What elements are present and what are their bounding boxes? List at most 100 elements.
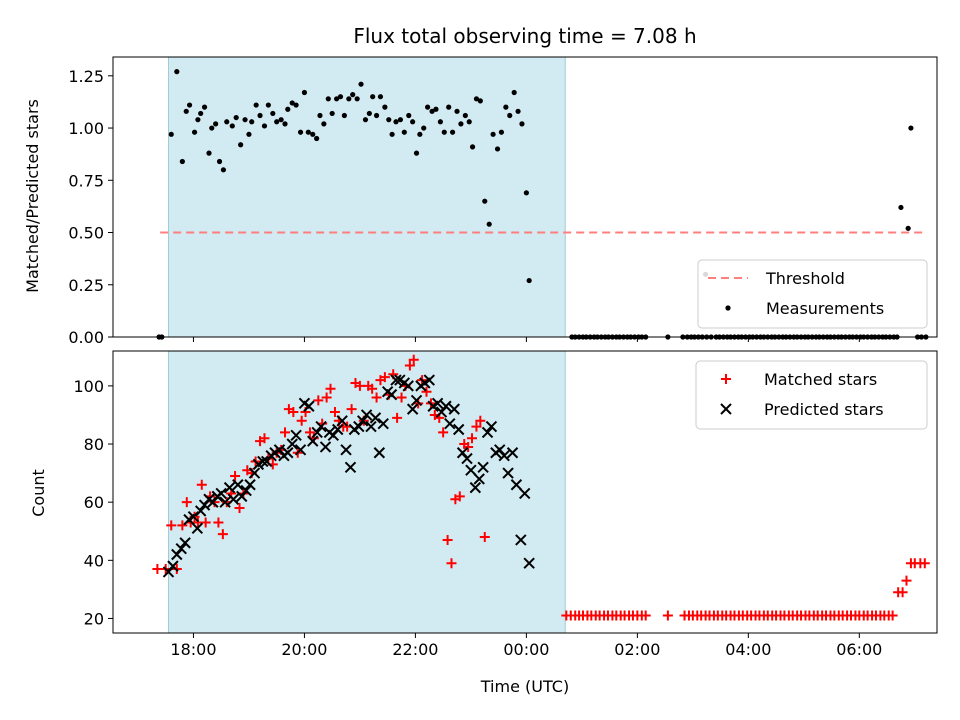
measurement-point [337, 94, 344, 100]
measurement-point [898, 204, 904, 211]
legend-measurement-swatch [725, 305, 731, 311]
measurement-point [386, 117, 392, 123]
matched-star-point [454, 491, 465, 502]
predicted-star-point [167, 560, 179, 572]
matched-star-point [280, 427, 291, 438]
measurement-point [519, 121, 525, 127]
predicted-star-point [344, 461, 357, 473]
matched-star-point [296, 415, 307, 426]
matched-star-point [438, 427, 449, 438]
measurement-point [526, 277, 532, 284]
matched-star-point [396, 392, 407, 403]
measurement-point [389, 131, 395, 137]
predicted-star-point [373, 447, 386, 459]
measurement-point [377, 94, 384, 100]
y-tick-label: 100 [73, 377, 104, 396]
x-tick-label: 00:00 [503, 640, 549, 659]
predicted-star-point [319, 441, 332, 453]
measurement-point [191, 129, 198, 135]
measurement-point [437, 119, 443, 125]
matched-star-point [640, 610, 651, 621]
measurement-point [297, 129, 304, 135]
measurement-point [373, 112, 380, 119]
measurement-point [341, 112, 347, 119]
matched-star-point [442, 534, 453, 545]
measurement-point [270, 110, 276, 117]
matched-star-point [392, 412, 403, 423]
predicted-star-point [191, 522, 204, 535]
x-axis-label: Time (UTC) [480, 677, 569, 696]
measurement-point [216, 158, 223, 165]
measurement-point [354, 96, 360, 102]
matched-star-point [919, 558, 930, 569]
measurement-point [462, 112, 468, 119]
matched-star-point [421, 386, 432, 397]
measurement-point [253, 102, 259, 108]
predicted-star-point [377, 417, 389, 430]
predicted-star-point [461, 452, 473, 465]
matched-star-point [181, 497, 192, 508]
predicted-star-point [240, 484, 252, 497]
matched-star-point [234, 502, 245, 513]
measurement-point [458, 121, 464, 127]
predicted-star-point [469, 481, 482, 494]
matched-star-point [475, 415, 486, 426]
x-tick-label: 02:00 [614, 640, 660, 659]
predicted-star-point [244, 479, 256, 491]
predicted-star-point [356, 415, 369, 427]
predicted-star-point [311, 426, 323, 439]
y-tick-label: 0.75 [68, 171, 104, 190]
predicted-star-point [498, 449, 510, 462]
measurement-point [425, 104, 431, 110]
measurement-point [201, 104, 208, 110]
measurement-point [209, 125, 215, 131]
predicted-star-point [315, 420, 327, 433]
matched-star-point [230, 471, 241, 482]
legend-entry-label: Threshold [765, 269, 845, 288]
predicted-star-point [423, 374, 435, 386]
legend-box [697, 259, 928, 329]
matched-star-point [471, 421, 482, 432]
measurement-point [293, 102, 299, 108]
predicted-star-point [519, 487, 531, 500]
measurement-point [446, 104, 452, 110]
predicted-star-point [406, 403, 419, 415]
measurement-point [449, 129, 456, 135]
measurement-point [477, 98, 483, 104]
matched-star-point [467, 433, 478, 444]
measurement-point [278, 117, 284, 123]
measurement-point [406, 112, 412, 119]
predicted-star-point [227, 493, 240, 505]
measurement-point [198, 110, 204, 117]
predicted-star-point [282, 447, 294, 459]
matched-star-point [346, 404, 357, 415]
measurement-point [317, 112, 323, 119]
measurement-point [261, 123, 268, 129]
legend-entry-label: Matched stars [764, 370, 877, 389]
matched-star-point [313, 395, 324, 406]
measurement-point [366, 110, 372, 117]
measurement-point [413, 150, 420, 156]
measurement-point [179, 158, 185, 165]
y-tick-label: 1.25 [68, 67, 104, 86]
measurement-point [454, 108, 460, 114]
predicted-star-point [410, 394, 423, 407]
predicted-star-point [365, 420, 377, 433]
matched-star-point [213, 517, 224, 528]
predicted-star-point [290, 429, 302, 442]
y-tick-label: 0.00 [68, 328, 104, 347]
predicted-star-point [440, 400, 452, 412]
measurement-point [397, 117, 404, 123]
measurement-point [224, 119, 230, 125]
top-panel: 0.00 0.25 0.50 0.75 1.00 1.25 Threshold Measure… [68, 56, 938, 347]
observing-span [167, 350, 566, 634]
measurement-point [174, 69, 180, 75]
legend-box [695, 360, 928, 430]
measurement-point [305, 129, 311, 135]
predicted-star-point [465, 464, 477, 476]
legend-matched-swatch [721, 374, 731, 384]
measurement-point [314, 135, 320, 142]
measurement-point [358, 81, 364, 87]
measurement-point [238, 142, 244, 148]
top-y-axis-label: Matched/Predicted stars [23, 99, 42, 293]
